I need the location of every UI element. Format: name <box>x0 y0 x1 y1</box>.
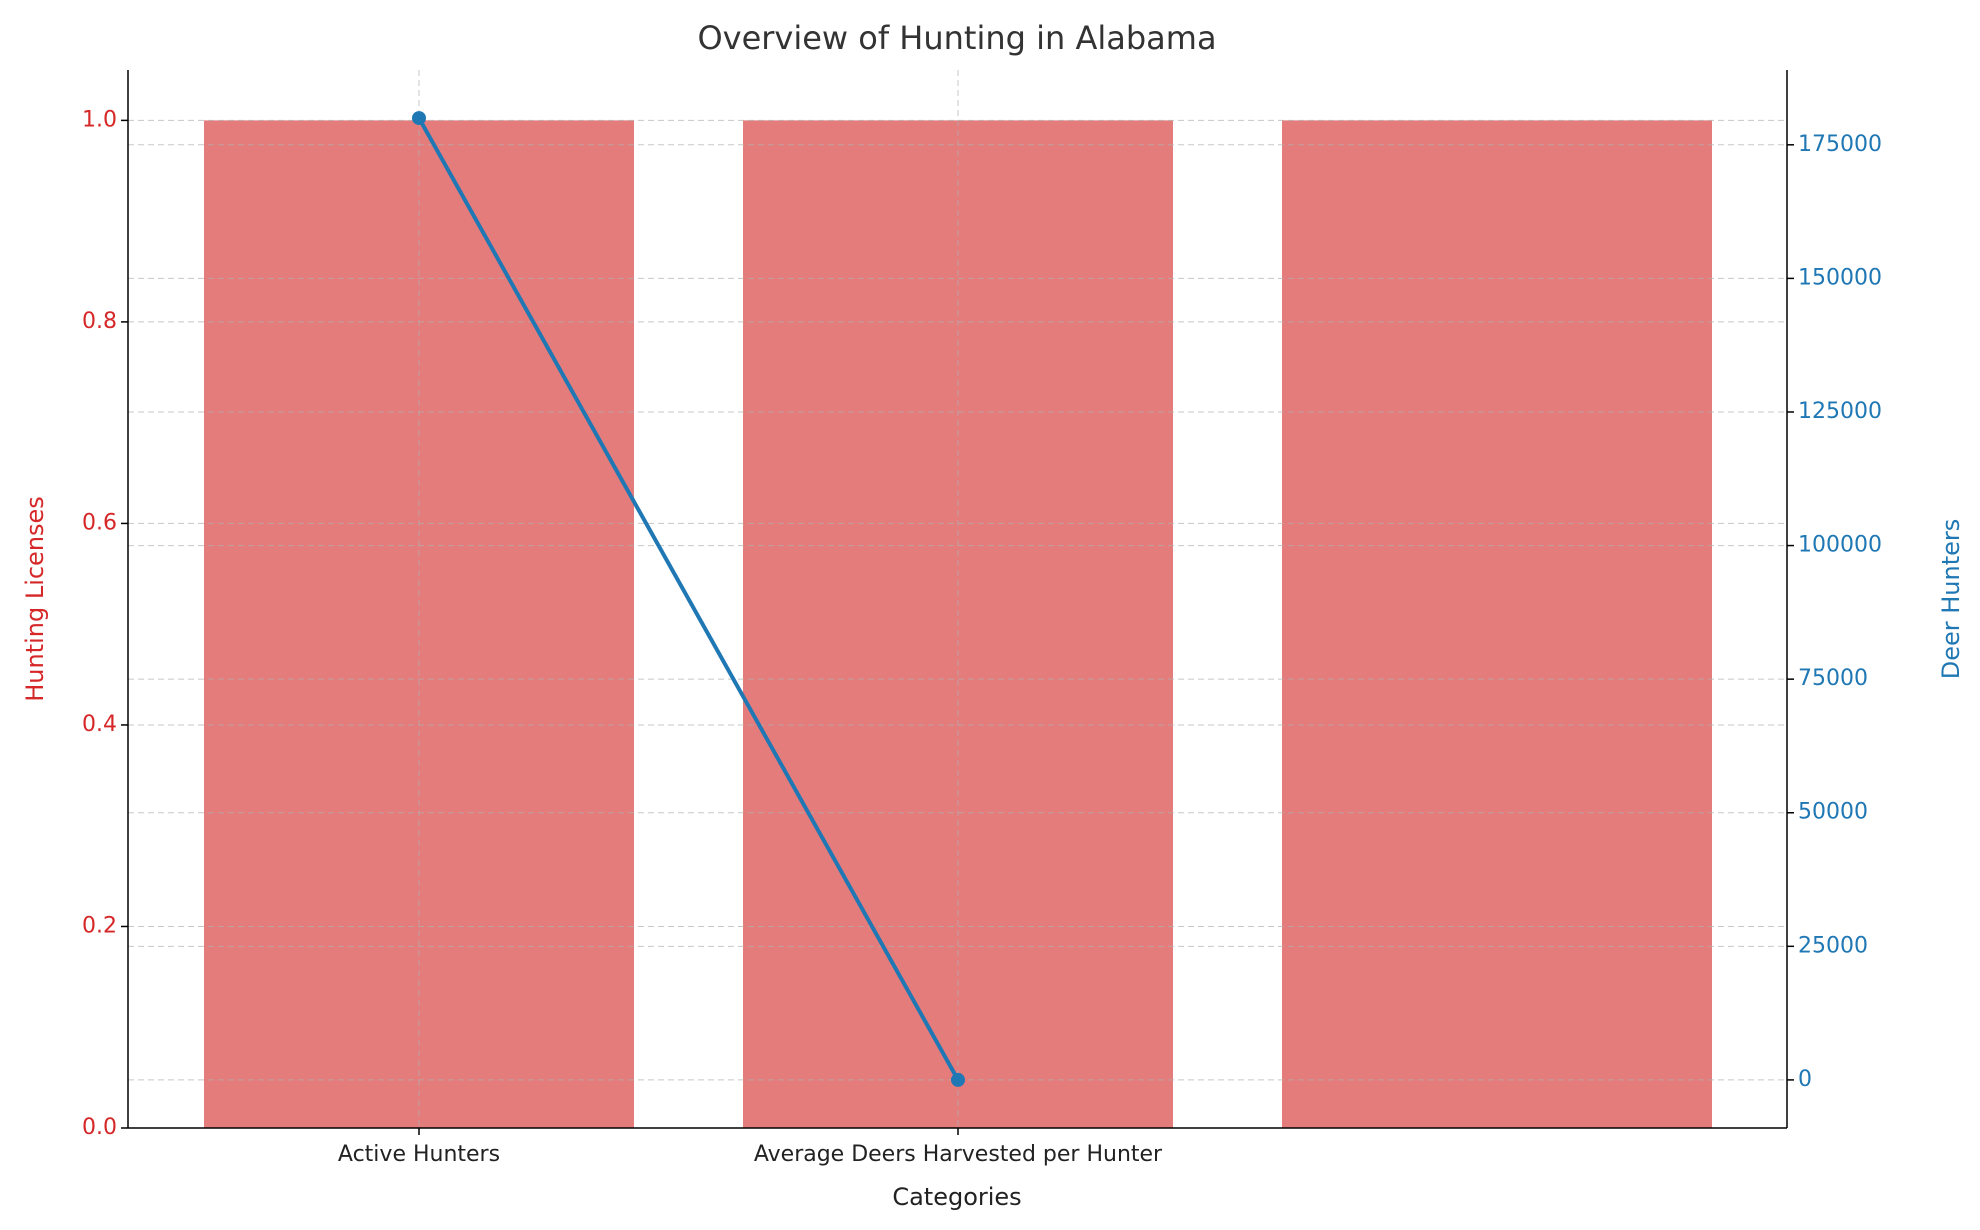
y2-tick-label: 100000 <box>1798 533 1882 558</box>
y-tick-label: 0.4 <box>82 712 117 737</box>
y2-tick-label: 150000 <box>1798 265 1882 290</box>
line-point <box>412 111 426 126</box>
y-tick-label: 0.8 <box>82 309 117 334</box>
x-axis-label: Categories <box>892 1183 1021 1211</box>
line-series <box>417 117 960 1081</box>
y2-axis-label: Deer Hunters <box>1937 519 1965 680</box>
y2-tick-label: 50000 <box>1798 800 1868 825</box>
x-tick-label: Active Hunters <box>338 1142 500 1167</box>
bar <box>1282 120 1712 1128</box>
y2-tick-label: 0 <box>1798 1067 1812 1092</box>
y-tick-label: 1.0 <box>82 107 117 132</box>
y-axis-label: Hunting Licenses <box>21 496 49 702</box>
y-tick-label: 0.2 <box>82 913 117 938</box>
y2-tick-label: 125000 <box>1798 399 1882 424</box>
y-tick-label: 0.0 <box>82 1115 117 1140</box>
line-point <box>951 1072 965 1087</box>
y2-tick-label: 75000 <box>1798 666 1868 691</box>
y-tick-label: 0.6 <box>82 510 117 535</box>
y2-tick-label: 25000 <box>1798 933 1868 958</box>
chart-title: Overview of Hunting in Alabama <box>697 19 1216 57</box>
y2-tick-label: 175000 <box>1798 132 1882 157</box>
x-tick-label: Average Deers Harvested per Hunter <box>754 1142 1163 1167</box>
